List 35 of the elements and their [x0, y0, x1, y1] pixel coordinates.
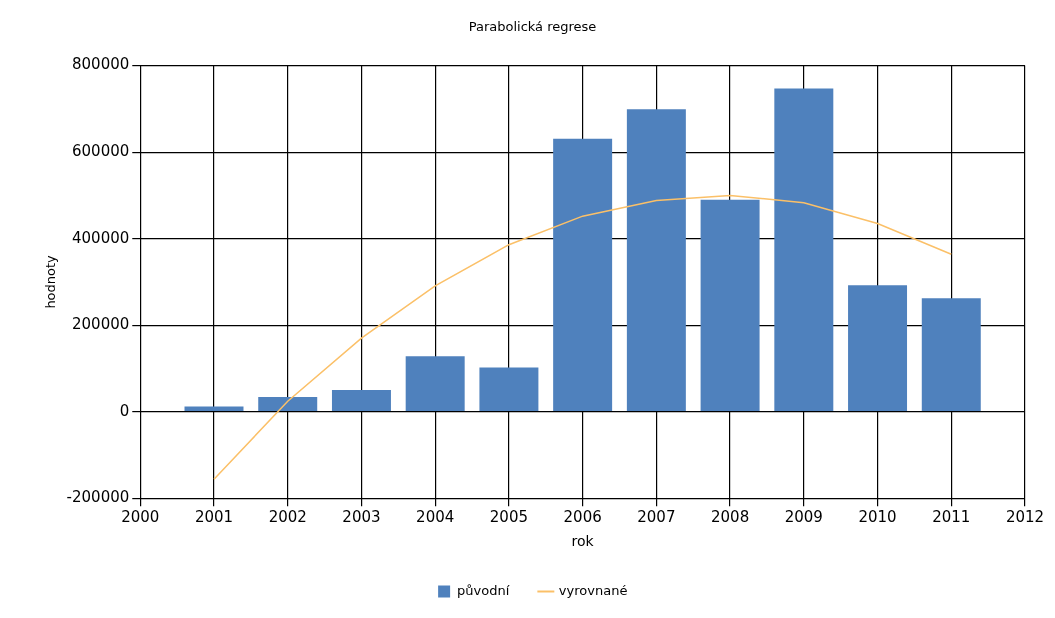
x-tick-label: 2005 — [489, 508, 528, 527]
x-tick-label: 2012 — [1005, 508, 1045, 527]
x-tick-label: 2003 — [342, 508, 381, 527]
x-tick-label: 2002 — [268, 508, 307, 527]
bar — [405, 356, 465, 412]
bar — [774, 88, 834, 412]
x-tick-label: 2007 — [637, 508, 676, 527]
y-tick-label: 400000 — [72, 228, 130, 247]
bar — [700, 199, 760, 412]
bar — [553, 138, 613, 412]
x-tick-label: 2010 — [858, 508, 897, 527]
x-tick-label: 2008 — [711, 508, 750, 527]
bar — [331, 390, 391, 412]
bar — [184, 406, 244, 412]
y-tick-label: -200000 — [66, 488, 130, 507]
x-tick-label: 2006 — [563, 508, 602, 527]
bar — [848, 285, 908, 412]
bar — [258, 396, 318, 412]
x-tick-label: 2000 — [121, 508, 160, 527]
x-tick-label: 2004 — [416, 508, 455, 527]
bar — [921, 298, 981, 412]
y-tick-label: 600000 — [72, 142, 130, 161]
x-tick-label: 2009 — [784, 508, 823, 527]
x-tick-label: 2011 — [932, 508, 971, 527]
bar — [479, 367, 539, 412]
legend-label: vyrovnané — [558, 582, 628, 598]
y-tick-label: 0 — [119, 401, 130, 420]
chart-title: Parabolická regrese — [468, 19, 597, 35]
x-axis-title: rok — [571, 533, 595, 550]
y-tick-label: 800000 — [72, 55, 130, 74]
y-tick-label: 200000 — [72, 315, 130, 334]
x-tick-label: 2001 — [194, 508, 234, 527]
legend-label: původní — [457, 582, 510, 598]
y-axis-title: hodnoty — [43, 254, 59, 309]
bar — [626, 109, 686, 412]
